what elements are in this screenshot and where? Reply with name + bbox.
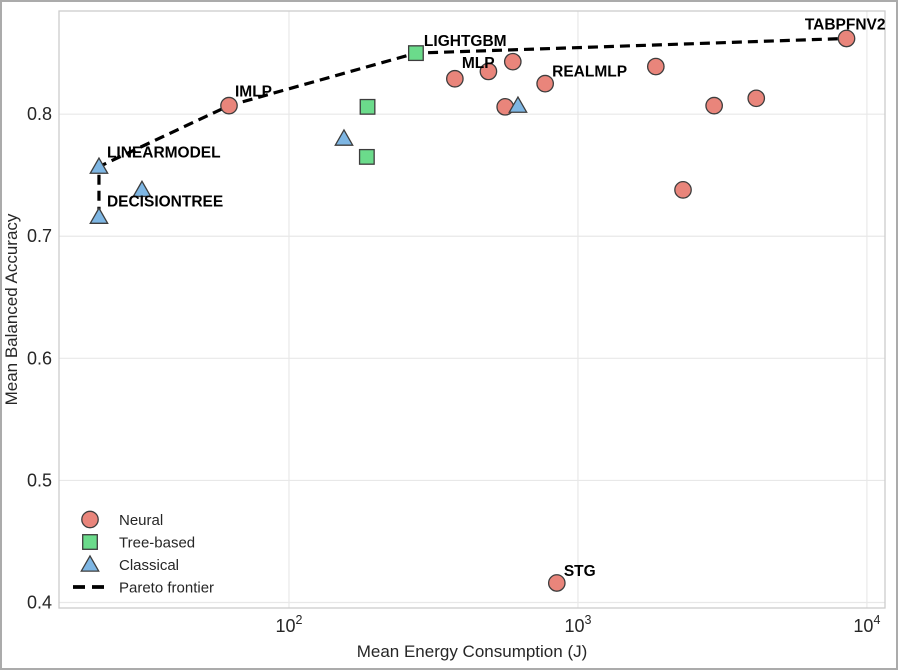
data-point-neural [503,52,522,71]
point-annotation-decisiontree: DECISIONTREE [107,194,223,211]
data-point-neural [705,96,723,115]
point-annotation-realmlp: REALMLP [552,64,627,81]
data-point-neural [674,181,692,199]
x-axis-title: Mean Energy Consumption (J) [357,642,588,661]
data-point-stg [547,574,566,592]
y-tick-label: 0.7 [27,226,52,246]
legend-label: Tree-based [119,535,195,552]
data-point-neural [479,62,498,81]
point-annotation-imlp: IMLP [235,84,272,101]
x-tick-label: 102 [275,613,302,636]
y-tick-label: 0.5 [27,470,52,490]
legend-marker-triangle [80,554,100,572]
plot-frame [58,10,886,609]
legend-marker-square [82,534,98,550]
legend-label: Classical [119,557,179,574]
data-point-neural [747,89,766,108]
data-point-classical [132,179,152,198]
data-point-mlp [446,69,464,88]
point-annotation-tabpfnv2: TABPFNV2 [805,16,886,33]
x-tick-label: 104 [853,613,880,636]
point-annotation-stg: STG [564,563,596,580]
legend-marker-circle [81,510,99,529]
legend-label: Neural [119,512,163,529]
point-annotation-lightgbm: LIGHTGBM [424,33,507,50]
data-point-imlp [220,96,238,115]
data-point-linearmodel [89,156,109,174]
point-annotation-mlp: MLP [462,55,495,72]
point-annotation-linearmodel: LINEARMODEL [107,145,221,162]
data-point-tree-based [359,98,376,115]
data-point-lightgbm [407,45,424,62]
y-tick-label: 0.8 [27,104,52,124]
y-tick-label: 0.6 [27,348,52,368]
y-tick-label: 0.4 [27,593,52,613]
legend-label: Pareto frontier [119,580,214,597]
data-point-classical [334,128,354,146]
y-axis-title: Mean Balanced Accuracy [2,213,21,405]
data-point-decisiontree [89,206,109,224]
data-point-classical [508,95,528,113]
data-point-realmlp [536,74,554,93]
data-point-neural [646,57,665,76]
data-point-tree-based [358,148,375,165]
x-tick-label: 103 [564,613,591,636]
data-point-tabpfnv2 [837,29,856,48]
